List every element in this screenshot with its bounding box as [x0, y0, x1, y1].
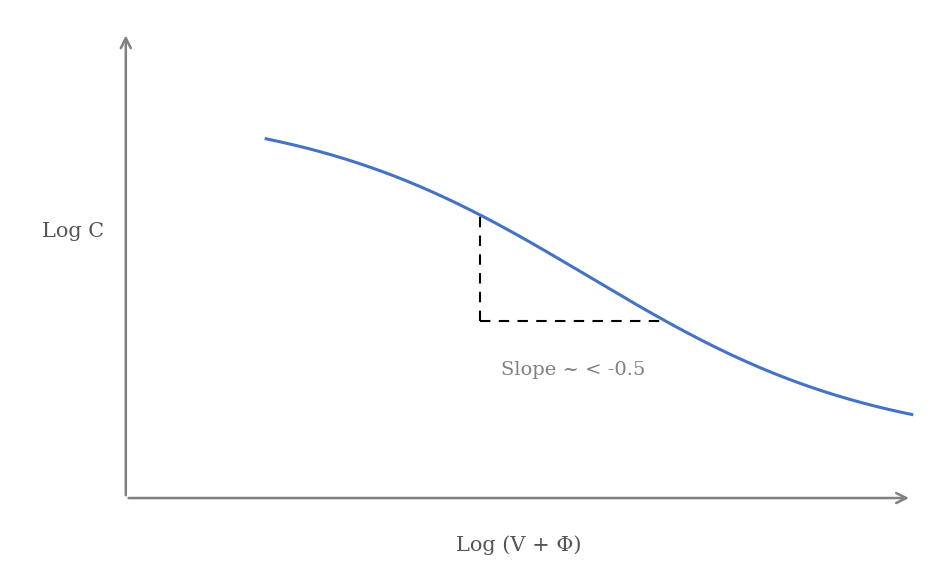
Text: Log (V + Φ): Log (V + Φ) [456, 535, 582, 555]
Text: Log C: Log C [42, 222, 104, 241]
Text: Slope ~ < -0.5: Slope ~ < -0.5 [500, 361, 645, 379]
